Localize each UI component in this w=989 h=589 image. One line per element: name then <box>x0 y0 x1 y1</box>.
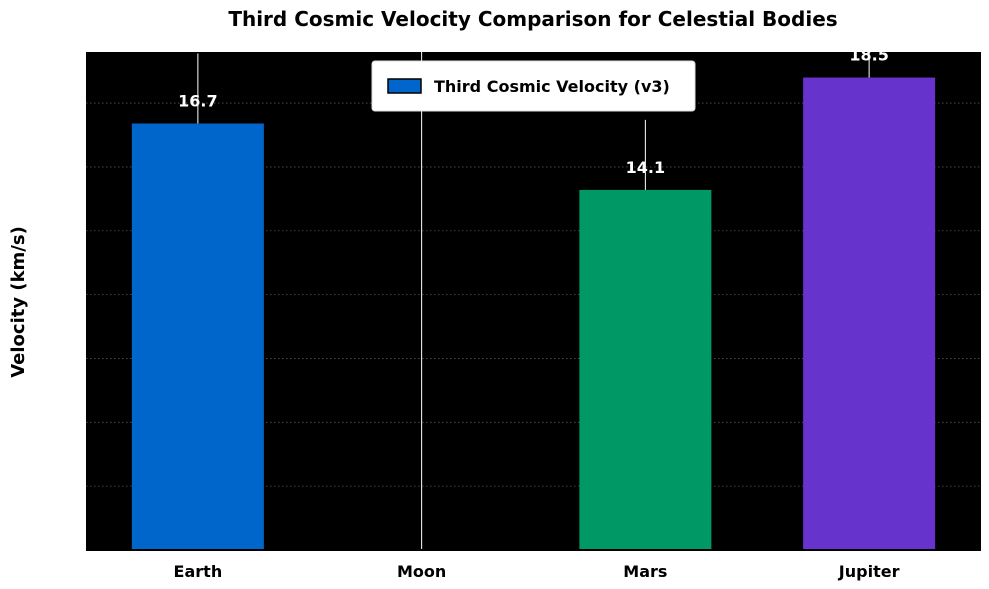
x-tick-earth: Earth <box>174 562 223 581</box>
data-label-jupiter: 18.5 <box>849 46 888 65</box>
bar-mars <box>579 189 712 550</box>
chart-title: Third Cosmic Velocity Comparison for Cel… <box>228 7 837 31</box>
data-label-mars: 14.1 <box>626 158 665 177</box>
legend-swatch <box>387 78 422 94</box>
legend: Third Cosmic Velocity (v3) <box>371 60 696 112</box>
x-tick-jupiter: Jupiter <box>838 562 900 581</box>
data-label-earth: 16.7 <box>178 92 217 111</box>
x-tick-mars: Mars <box>623 562 667 581</box>
y-axis-label: Velocity (km/s) <box>8 226 29 378</box>
legend-box <box>371 60 696 112</box>
x-tick-labels: Earth Moon Mars Jupiter <box>174 562 900 581</box>
bar-jupiter <box>803 77 936 551</box>
legend-label: Third Cosmic Velocity (v3) <box>434 77 670 96</box>
bars <box>131 77 936 551</box>
data-labels: 16.7 14.1 18.5 <box>178 46 889 177</box>
x-tick-moon: Moon <box>397 562 446 581</box>
bar-earth <box>131 123 264 550</box>
